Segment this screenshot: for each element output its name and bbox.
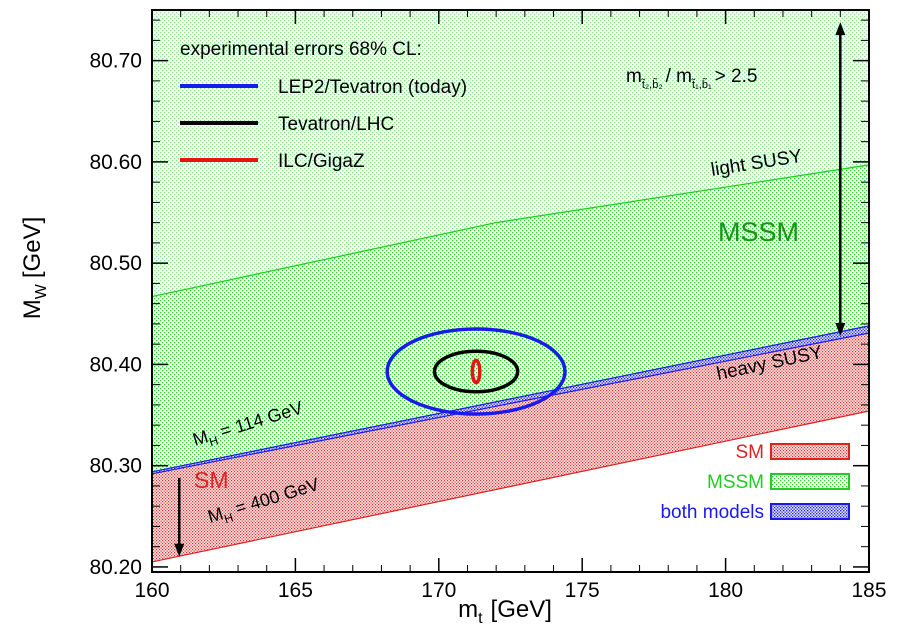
mssm-upper-edge [151,164,870,298]
ratio-tail: > 2.5 [715,66,758,87]
mssm-label: MSSM [718,217,799,247]
x-axis-title-sub: t [478,610,483,627]
model-legend-swatch-both [770,503,850,520]
tick-labels: 160 165 170 175 180 185 80.20 80.30 80.40 80.50 80… [89,50,886,602]
model-legend-swatch-sm [770,443,850,460]
model-legend-swatch-mssm [770,473,850,490]
x-tick-label: 185 [851,579,886,602]
sm-arrow-head [174,543,185,557]
y-tick-label: 80.50 [89,252,142,275]
ratio-slash: / m [666,66,692,87]
y-tick-label: 80.30 [89,455,142,478]
ellipse-tevatron-lhc [432,349,520,394]
x-tick-label: 170 [421,579,456,602]
mh114-m: M [190,426,210,450]
plot-frame [151,9,870,573]
y-axis-title: MW [GeV] [19,217,50,319]
model-legend: SM MSSM both models [660,442,850,523]
sm-band-label: SM [194,467,229,493]
mssm-upper-band [152,10,869,297]
legend-label-lep2: LEP2/Tevatron (today) [278,77,467,98]
mh400-sub: H [223,510,235,526]
legend-label-tevatron-lhc: Tevatron/LHC [278,114,394,135]
x-tick-label: 160 [134,579,169,602]
sm-lower-edge [151,410,870,563]
ratio-num-sub: t̃₂,b̃₂ [640,78,662,91]
ratio-den-sub: t̃₁,b̃₁ [691,78,712,91]
ratio-annotation: mt̃₂,b̃₂ / mt̃₁,b̃₁ > 2.5 [626,66,757,91]
x-tick-label: 165 [278,579,313,602]
y-tick-label: 80.20 [89,556,142,579]
mh400-m: M [205,503,225,527]
ratio-m: m [626,66,642,87]
y-tick-label: 80.60 [89,151,142,174]
bands-layer [151,10,870,563]
error-legend: experimental errors 68% CL: LEP2/Tevatro… [180,39,467,172]
both-lower-edge [151,332,870,475]
arrow-head-down [835,323,846,337]
y-axis-title-m: M [19,299,46,319]
y-axis-title-sub: W [33,283,50,299]
both-upper-edge [151,325,870,473]
error-ellipses [385,327,567,416]
arrow-head-up [835,22,846,36]
x-axis-title: mt [GeV] [458,596,552,627]
axis-ticks [151,10,870,572]
mssm-band [152,164,869,474]
legend-title: experimental errors 68% CL: [180,39,422,60]
ellipse-lep2-tevatron [385,327,567,416]
x-axis-title-m: m [458,596,478,623]
ellipse-ilc-gigaz [470,358,482,385]
x-axis-title-unit: [GeV] [491,596,552,623]
model-legend-label-mssm: MSSM [707,472,764,493]
y-tick-label: 80.70 [89,50,142,73]
x-tick-label: 175 [565,579,600,602]
sm-band [152,333,869,562]
y-tick-label: 80.40 [89,353,142,376]
arrows [174,22,846,557]
x-tick-label: 180 [708,579,743,602]
y-axis-title-unit: [GeV] [19,217,46,278]
mh114-sub: H [208,433,220,449]
legend-label-ilc: ILC/GigaZ [278,151,365,172]
model-legend-label-both: both models [660,502,764,523]
model-legend-label-sm: SM [736,442,765,463]
